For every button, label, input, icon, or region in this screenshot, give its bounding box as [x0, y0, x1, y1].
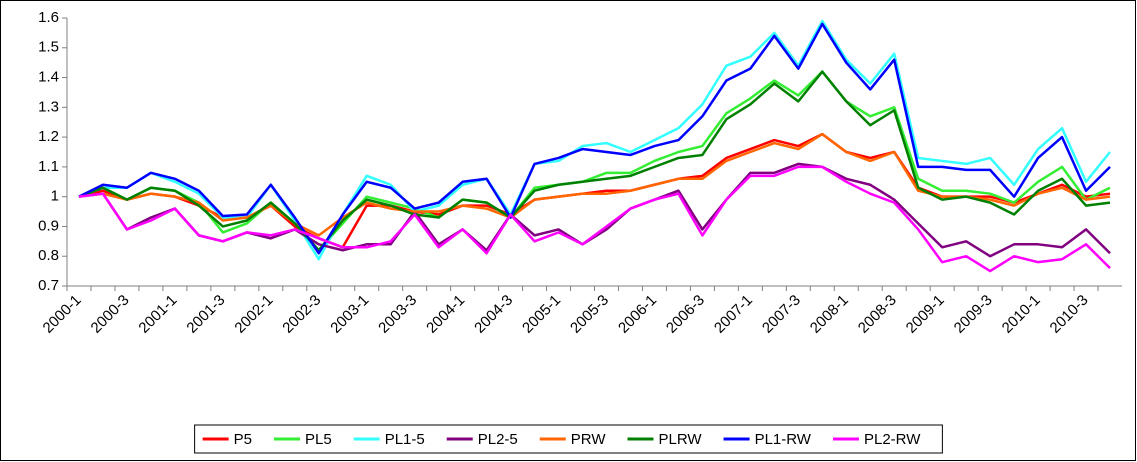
legend-label: PL1-5 [385, 431, 425, 448]
legend-label: PLRW [658, 431, 702, 448]
y-tick-label: 0.7 [38, 277, 59, 294]
y-tick-label: 1.4 [38, 69, 59, 86]
y-tick-label: 1.5 [38, 39, 59, 56]
series-line [78, 22, 1111, 255]
y-tick-label: 1.3 [38, 98, 59, 115]
series-line [78, 132, 1111, 237]
legend-label: PL5 [305, 431, 332, 448]
series-line [78, 19, 1111, 261]
legend-label: PL2-RW [864, 431, 921, 448]
series-line [78, 70, 1111, 252]
y-tick-label: 0.8 [38, 247, 59, 264]
y-tick-label: 1 [51, 188, 59, 205]
series-line [78, 70, 1111, 252]
y-tick-label: 0.9 [38, 217, 59, 234]
legend: P5 PL5 PL1-5 PL2-5 PRW PLRW PL1-RW PL2-RW [194, 424, 943, 454]
y-tick-label: 1.1 [38, 158, 59, 175]
legend-label: P5 [234, 431, 252, 448]
series-line [78, 165, 1111, 273]
y-tick-label: 1.6 [38, 9, 59, 26]
legend-label: PRW [571, 431, 607, 448]
y-tick-label: 1.2 [38, 128, 59, 145]
legend-box [194, 424, 943, 454]
legend-label: PL1-RW [755, 431, 812, 448]
legend-label: PL2-5 [478, 431, 518, 448]
